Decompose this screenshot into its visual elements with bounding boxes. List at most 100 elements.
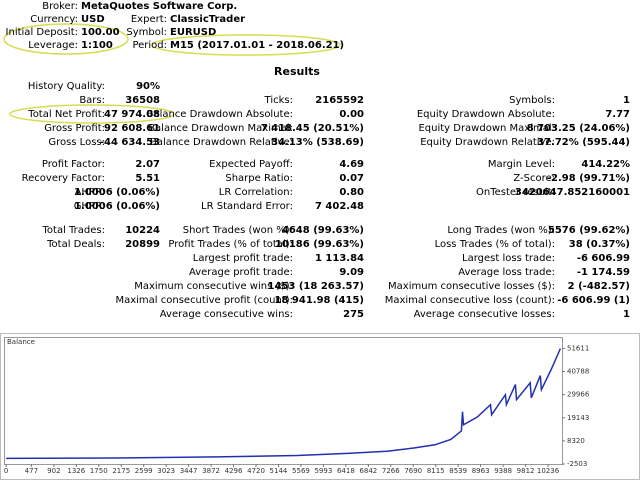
field-label: LR Correlation: <box>219 187 293 198</box>
field-value: 7 402.48 <box>315 201 364 212</box>
field-value: 100.00 <box>81 27 120 38</box>
field-value: 2165592 <box>315 95 364 106</box>
field-label: Currency: <box>30 14 78 25</box>
field-value: M15 (2017.01.01 - 2018.06.21) <box>170 40 344 51</box>
field-label: Average consecutive losses: <box>414 309 555 320</box>
field-value: 414.22% <box>581 159 630 170</box>
field-value: 5.51 <box>135 173 160 184</box>
field-value: 3420647.852160001 <box>515 187 630 198</box>
field-label: Initial Deposit: <box>6 27 78 38</box>
x-tick-label: 8115 <box>427 467 445 475</box>
field-value: 10186 (99.63%) <box>275 239 364 250</box>
y-tick-label: 8320 <box>567 437 585 445</box>
highlight <box>3 23 129 55</box>
field-value: 1 <box>623 95 630 106</box>
field-value: 37.72% (595.44) <box>537 137 630 148</box>
field-value: 2.07 <box>135 159 160 170</box>
field-label: Equity Drawdown Absolute: <box>417 109 555 120</box>
field-label: Profit Trades (% of total): <box>168 239 293 250</box>
x-tick-label: 9388 <box>494 467 512 475</box>
x-tick-label: 0 <box>4 467 8 475</box>
field-label: OnTester result: <box>476 187 555 198</box>
x-tick-label: 5993 <box>314 467 332 475</box>
field-label: Sharpe Ratio: <box>225 173 293 184</box>
field-value: 1:100 <box>81 40 113 51</box>
x-tick-label: 9812 <box>517 467 535 475</box>
field-label: Long Trades (won %): <box>447 225 555 236</box>
y-tick-label: 51611 <box>567 344 589 352</box>
field-label: Profit Factor: <box>42 159 105 170</box>
field-value: MetaQuotes Software Corp. <box>81 1 237 12</box>
field-value: 9.09 <box>339 267 364 278</box>
field-label: Expert: <box>131 14 167 25</box>
field-value: 7 418.45 (20.51%) <box>261 123 364 134</box>
x-tick-label: 10236 <box>537 467 560 475</box>
field-label: Margin Level: <box>488 159 555 170</box>
field-value: 8 703.25 (24.06%) <box>527 123 630 134</box>
field-label: Average loss trade: <box>458 267 555 278</box>
field-value: 5576 (99.62%) <box>548 225 630 236</box>
field-label: Z-Score: <box>513 173 555 184</box>
field-value: 34.13% (538.69) <box>271 137 364 148</box>
field-value: 10224 <box>125 225 160 236</box>
x-tick-label: 1750 <box>90 467 108 475</box>
field-label: Total Net Profit: <box>27 109 105 120</box>
x-tick-label: 4296 <box>225 467 243 475</box>
field-value: 1.0006 (0.06%) <box>74 201 160 212</box>
field-value: 47 974.08 <box>104 109 160 120</box>
field-value: 36508 <box>125 95 160 106</box>
x-tick-label: 3023 <box>157 467 175 475</box>
field-value: 1.0006 (0.06%) <box>74 187 160 198</box>
field-label: AHPR: <box>75 187 105 198</box>
field-value: 92 608.61 <box>104 123 160 134</box>
y-tick-label: 40788 <box>567 368 589 376</box>
field-label: Maximum consecutive wins ($): <box>134 281 293 292</box>
y-tick-label: 29966 <box>567 391 590 399</box>
results-title: Results <box>274 65 320 78</box>
x-tick-label: 3872 <box>202 467 220 475</box>
field-label: GHPR: <box>74 201 105 212</box>
field-value: EURUSD <box>170 27 216 38</box>
x-tick-label: 7266 <box>382 467 400 475</box>
field-value: 0.07 <box>339 173 364 184</box>
x-tick-label: 7690 <box>404 467 422 475</box>
highlight <box>151 34 341 56</box>
field-label: Total Trades: <box>42 225 106 236</box>
field-label: Maximum consecutive losses ($): <box>388 281 555 292</box>
x-tick-label: 5144 <box>270 467 288 475</box>
y-tick-label: -2503 <box>567 460 587 468</box>
field-label: Average consecutive wins: <box>160 309 293 320</box>
field-label: Equity Drawdown Relative: <box>420 137 555 148</box>
field-label: Balance Drawdown Maximal: <box>148 123 293 134</box>
field-value: 0.80 <box>339 187 364 198</box>
x-tick-label: 6418 <box>337 467 355 475</box>
field-value: 18 941.98 (415) <box>275 295 364 306</box>
x-tick-label: 4720 <box>247 467 265 475</box>
field-value: USD <box>81 14 105 25</box>
x-tick-label: 477 <box>25 467 38 475</box>
field-label: Symbol: <box>126 27 167 38</box>
field-label: Gross Loss: <box>48 137 105 148</box>
x-tick-label: 3447 <box>180 467 198 475</box>
field-value: 1453 (18 263.57) <box>268 281 364 292</box>
field-label: Gross Profit: <box>44 123 105 134</box>
field-label: Period: <box>132 40 167 51</box>
field-value: 275 <box>343 309 364 320</box>
field-value: 1 113.84 <box>315 253 364 264</box>
balance-line <box>6 348 562 460</box>
field-value: 20899 <box>125 239 160 250</box>
field-label: Ticks: <box>264 95 293 106</box>
field-value: 2 (-482.57) <box>568 281 630 292</box>
x-tick-label: 6842 <box>359 467 377 475</box>
field-label: Equity Drawdown Maximal: <box>418 123 555 134</box>
x-tick-label: 8539 <box>449 467 467 475</box>
field-value: 90% <box>136 81 160 92</box>
x-tick-label: 1326 <box>67 467 85 475</box>
field-label: Recovery Factor: <box>22 173 105 184</box>
field-label: Maximal consecutive profit (count): <box>115 295 293 306</box>
field-label: Bars: <box>79 95 105 106</box>
field-label: Balance Drawdown Relative: <box>150 137 293 148</box>
field-label: Symbols: <box>509 95 555 106</box>
field-value: -2.98 (99.71%) <box>547 173 630 184</box>
